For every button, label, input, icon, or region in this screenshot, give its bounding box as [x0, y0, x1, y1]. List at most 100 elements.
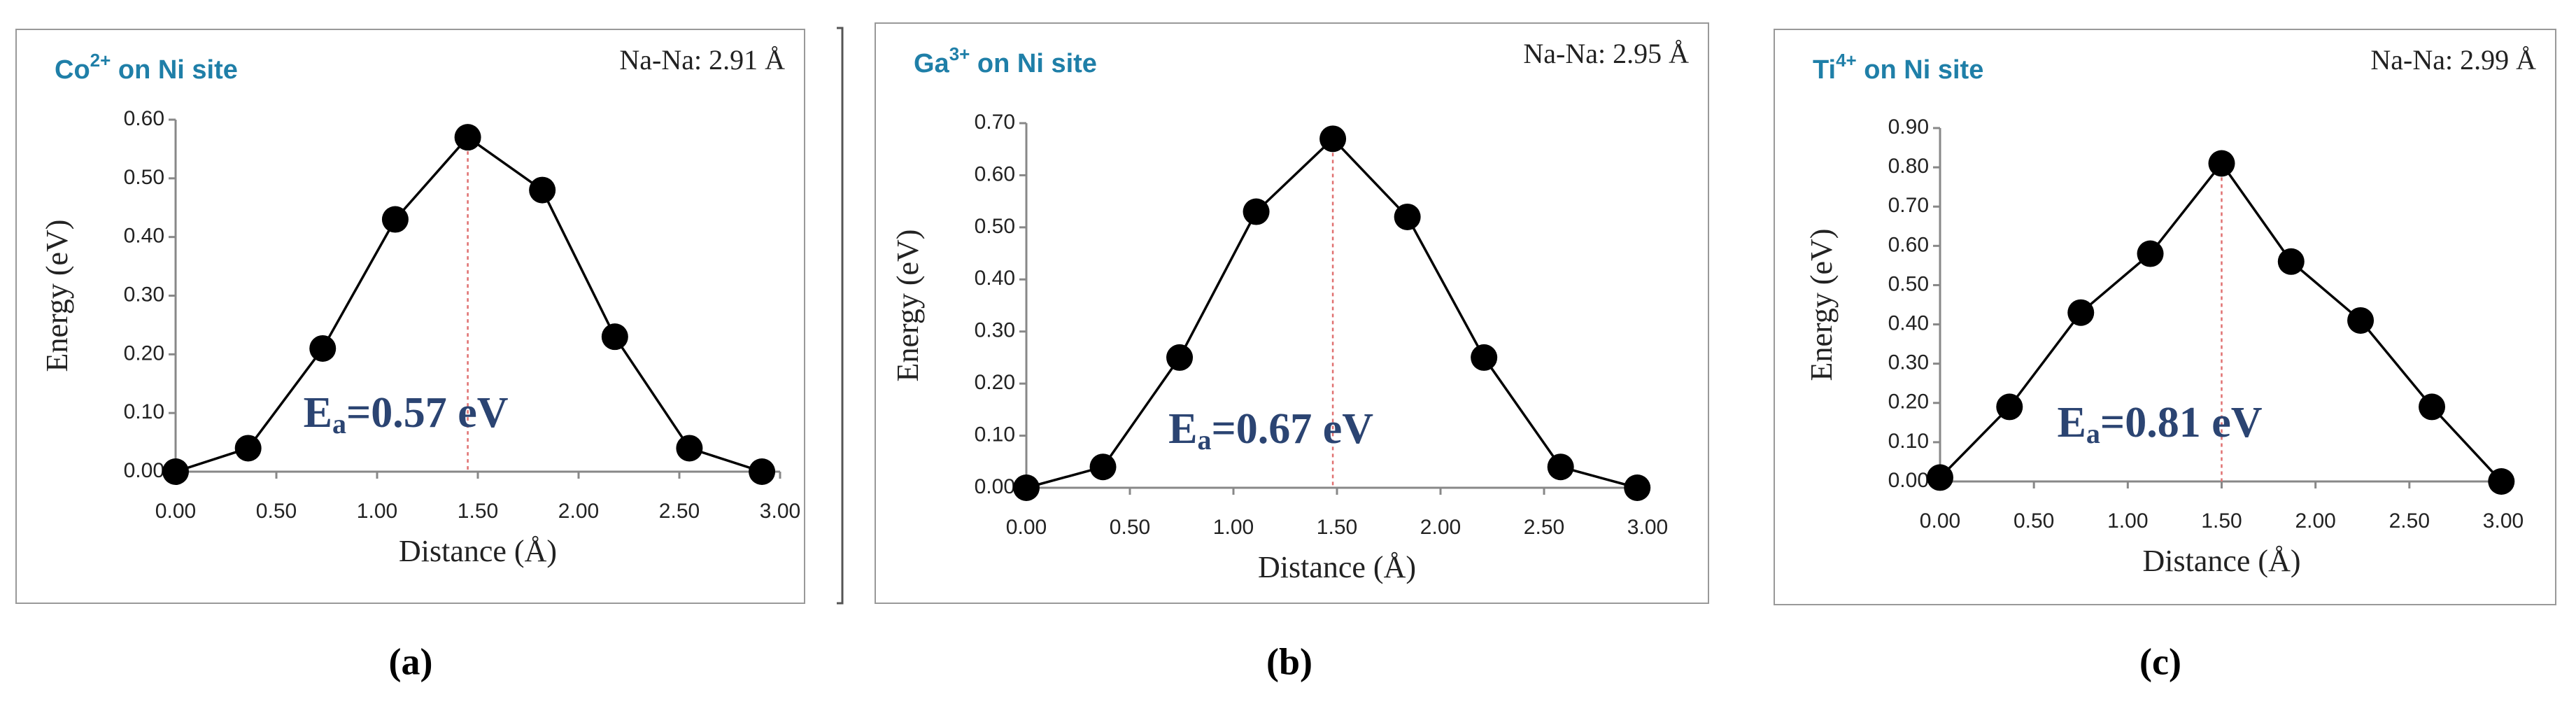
- separator: [837, 27, 844, 605]
- point: [676, 435, 703, 462]
- x-tick-label: 2.00: [558, 500, 599, 523]
- y-tick-label: 0.20: [975, 371, 1015, 394]
- y-tick-label: 0.70: [975, 111, 1015, 134]
- point: [1927, 464, 1953, 491]
- y-tick-label: 0.50: [1888, 272, 1929, 295]
- y-tick-label: 0.10: [1888, 430, 1929, 453]
- point: [162, 458, 189, 485]
- point: [1624, 474, 1651, 501]
- x-tick-label: 0.00: [1006, 516, 1047, 539]
- activation-energy: Ea=0.81 eV: [2058, 399, 2263, 449]
- distance-note: Na-Na: 2.91 Å: [619, 44, 785, 76]
- y-tick-label: 0.60: [124, 107, 164, 130]
- point: [1243, 198, 1270, 225]
- y-tick-label: 0.50: [975, 215, 1015, 238]
- ea-subscript: a: [332, 408, 346, 439]
- panel-title: Ti4+ on Ni site: [1813, 50, 1983, 85]
- x-tick-label: 2.00: [2295, 509, 2335, 533]
- point: [2067, 299, 2095, 326]
- x-tick-label: 1.00: [2107, 509, 2148, 533]
- y-tick-label: 0.60: [975, 162, 1015, 185]
- title-charge: 4+: [1836, 50, 1857, 71]
- ea-text: =0.57 eV: [346, 389, 509, 437]
- y-tick-label: 0.00: [975, 475, 1015, 498]
- y-tick-label: 0.40: [124, 225, 164, 248]
- x-tick-label: 1.50: [2201, 509, 2242, 533]
- y-tick-label: 0.00: [124, 459, 164, 482]
- ea-symbol: E: [2058, 399, 2086, 446]
- y-tick-label: 0.10: [975, 423, 1015, 446]
- y-tick-label: 0.80: [1888, 155, 1929, 178]
- y-tick-label: 0.30: [1888, 351, 1929, 374]
- y-tick-label: 0.90: [1888, 115, 1929, 139]
- point: [454, 124, 481, 151]
- point: [2488, 468, 2515, 495]
- y-tick-label: 0.00: [1888, 469, 1929, 492]
- x-tick-label: 0.00: [1920, 509, 1960, 533]
- x-tick-label: 1.50: [458, 500, 498, 523]
- x-axis-label: Distance (Å): [399, 534, 557, 568]
- point: [1319, 125, 1347, 153]
- distance-note: Na-Na: 2.95 Å: [1523, 38, 1689, 69]
- y-tick-label: 0.50: [124, 166, 164, 189]
- ea-symbol: E: [1168, 405, 1197, 453]
- point: [234, 435, 262, 462]
- y-tick-label: 0.60: [1888, 233, 1929, 256]
- title-charge: 3+: [949, 43, 970, 64]
- point: [2137, 240, 2164, 267]
- title-element: Ga: [914, 49, 950, 78]
- panel-title: Co2+ on Ni site: [55, 50, 238, 85]
- point: [1996, 393, 2023, 421]
- x-tick-label: 3.00: [760, 500, 800, 523]
- x-tick-label: 1.50: [1317, 516, 1357, 539]
- y-tick-label: 0.40: [975, 267, 1015, 290]
- title-charge: 2+: [90, 50, 111, 71]
- x-tick-label: 0.50: [1110, 516, 1150, 539]
- x-tick-label: 3.00: [1627, 516, 1668, 539]
- y-tick-label: 0.20: [124, 342, 164, 365]
- ea-text: =0.67 eV: [1211, 405, 1373, 453]
- title-rest: on Ni site: [970, 49, 1097, 78]
- title-rest: on Ni site: [1857, 55, 1984, 85]
- y-tick-label: 0.30: [975, 319, 1015, 342]
- distance-note: Na-Na: 2.99 Å: [2370, 44, 2536, 76]
- point: [2347, 307, 2375, 334]
- y-tick-label: 0.20: [1888, 390, 1929, 414]
- title-element: Ti: [1813, 55, 1836, 85]
- panel-title: Ga3+ on Ni site: [914, 43, 1097, 78]
- panel-frame: [875, 22, 1709, 604]
- panel-label: (b): [1266, 640, 1312, 682]
- x-tick-label: 0.00: [155, 500, 196, 523]
- x-tick-label: 2.50: [1524, 516, 1564, 539]
- point: [1471, 344, 1498, 371]
- activation-energy: Ea=0.67 eV: [1168, 405, 1373, 456]
- x-tick-label: 2.00: [1420, 516, 1461, 539]
- panel-frame: [1774, 29, 2556, 605]
- y-tick-label: 0.30: [124, 283, 164, 306]
- ea-subscript: a: [2086, 418, 2100, 449]
- point: [749, 458, 776, 485]
- x-tick-label: 3.00: [2483, 509, 2524, 533]
- point: [1089, 453, 1117, 481]
- x-axis-label: Distance (Å): [2142, 544, 2300, 578]
- point: [1013, 474, 1040, 501]
- x-tick-label: 0.50: [2014, 509, 2054, 533]
- y-tick-label: 0.70: [1888, 194, 1929, 217]
- x-tick-label: 0.50: [256, 500, 297, 523]
- ea-symbol: E: [304, 389, 332, 437]
- ea-text: =0.81 eV: [2100, 399, 2263, 446]
- y-axis-label: Energy (eV): [40, 220, 74, 372]
- point: [1547, 453, 1574, 481]
- x-axis-label: Distance (Å): [1258, 550, 1416, 584]
- point: [601, 323, 628, 351]
- title-element: Co: [55, 55, 90, 85]
- x-tick-label: 1.00: [357, 500, 397, 523]
- point: [381, 206, 409, 233]
- y-axis-label: Energy (eV): [891, 230, 925, 382]
- point: [1166, 344, 1194, 371]
- title-rest: on Ni site: [111, 55, 238, 85]
- point: [1394, 203, 1421, 230]
- point: [309, 335, 337, 362]
- panel-label: (c): [2139, 640, 2181, 682]
